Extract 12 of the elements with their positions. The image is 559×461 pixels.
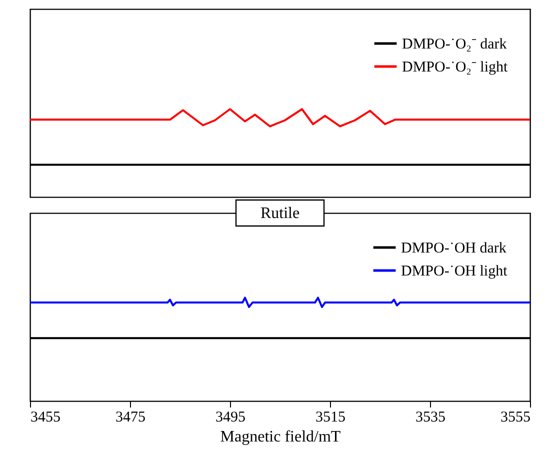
legend-label: DMPO-˙OH light <box>401 264 508 280</box>
x-tick-label: 3495 <box>216 410 246 426</box>
legend-label: DMPO-˙O₂⁻ dark <box>402 36 508 52</box>
text: Rutile <box>260 205 300 222</box>
x-tick-label: 3555 <box>500 410 530 426</box>
legend-label: DMPO-˙OH dark <box>401 240 507 256</box>
x-tick-label: 3515 <box>316 410 346 426</box>
x-tick-label: 3535 <box>416 410 446 426</box>
legend-label: DMPO-˙O₂⁻ light <box>402 60 508 76</box>
x-tick-label: 3455 <box>30 410 60 426</box>
x-tick-label: 3475 <box>116 410 146 426</box>
x-axis-title: Magnetic field/mT <box>220 428 341 446</box>
